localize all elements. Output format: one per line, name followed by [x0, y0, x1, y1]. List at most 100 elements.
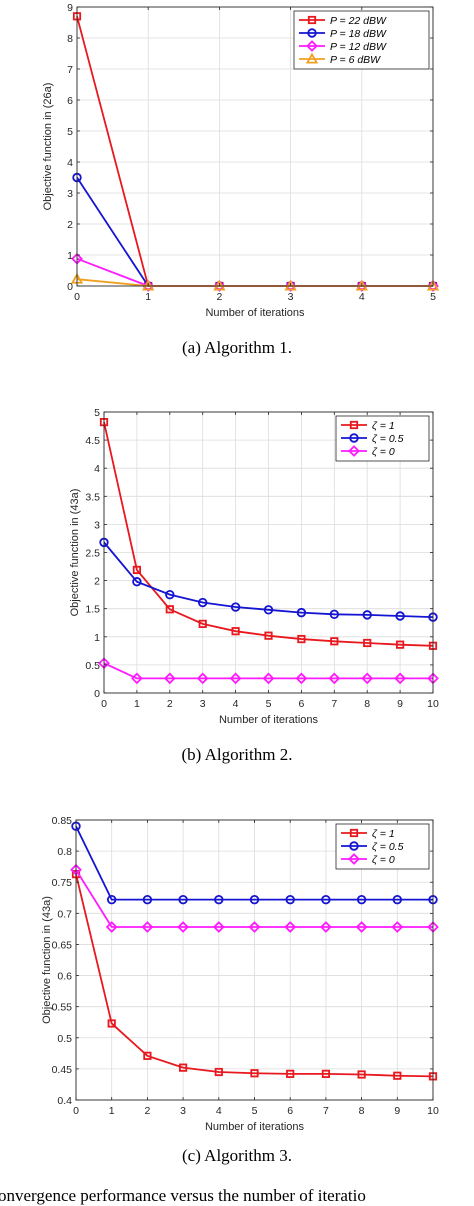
x-tick-label: 9 [397, 698, 403, 710]
y-tick-label: 4 [67, 157, 73, 169]
data-point [142, 279, 155, 291]
data-point [328, 672, 341, 685]
y-tick-label: 6 [67, 95, 73, 107]
legend: ζ = 1ζ = 0.5ζ = 0 [335, 823, 430, 870]
x-tick-label: 10 [427, 698, 439, 710]
legend-label: ζ = 1 [372, 420, 395, 432]
data-point [284, 921, 297, 933]
y-tick-label: 1.5 [85, 604, 100, 616]
series-line [103, 662, 433, 680]
legend-item: ζ = 0 [341, 445, 395, 458]
data-point [250, 1069, 259, 1078]
series-line [75, 873, 434, 1078]
legend-item: ζ = 0.5 [341, 433, 404, 445]
x-tick-label: 7 [331, 698, 337, 710]
legend-item: ζ = 0.5 [341, 841, 404, 853]
x-axis-label: Number of iterations [219, 714, 319, 726]
y-tick-label: 2 [94, 576, 100, 588]
series-line [75, 825, 433, 901]
legend-item: ζ = 1 [341, 828, 395, 840]
data-point [355, 279, 368, 291]
legend-item: P = 12 dBW [299, 40, 387, 53]
y-tick-label: 0 [94, 688, 100, 700]
data-point [263, 605, 274, 615]
y-axis-label: Objective function in (26a) [42, 83, 54, 211]
data-point [230, 602, 241, 612]
x-tick-label: 2 [167, 698, 173, 710]
data-point [214, 1067, 223, 1077]
y-tick-label: 0.75 [52, 877, 73, 889]
data-point [132, 577, 142, 587]
y-axis-label: Objective function in (43a) [41, 896, 53, 1024]
y-tick-label: 7 [67, 64, 73, 76]
caption-algorithm-2: (b) Algorithm 2. [181, 745, 293, 764]
data-point [357, 1070, 366, 1079]
data-point [426, 279, 440, 291]
data-point [285, 894, 295, 905]
y-tick-label: 2 [67, 219, 73, 231]
legend-label: P = 12 dBW [330, 41, 387, 53]
data-point [330, 637, 339, 646]
data-point [427, 280, 439, 292]
data-point [198, 619, 207, 628]
y-tick-label: 0.65 [52, 939, 73, 951]
data-point [106, 894, 117, 905]
data-point [395, 640, 405, 649]
x-tick-label: 3 [180, 1105, 186, 1117]
y-tick-label: 8 [67, 33, 73, 45]
y-tick-label: 0.7 [57, 908, 72, 920]
legend-marker [306, 40, 318, 52]
x-tick-label: 9 [394, 1105, 400, 1117]
legend-marker [348, 853, 360, 865]
x-tick-label: 2 [216, 291, 222, 303]
data-point [142, 280, 155, 292]
y-tick-label: 0.55 [52, 1002, 73, 1014]
y-tick-label: 0.6 [57, 971, 72, 983]
series-line [76, 177, 433, 287]
y-tick-label: 3 [67, 188, 73, 200]
x-tick-label: 4 [359, 291, 365, 303]
x-tick-label: 8 [364, 698, 370, 710]
x-tick-label: 5 [430, 291, 436, 303]
y-tick-label: 0 [67, 281, 73, 293]
data-point [284, 279, 297, 291]
legend: ζ = 1ζ = 0.5ζ = 0 [335, 415, 430, 462]
y-tick-label: 3.5 [85, 491, 100, 503]
x-axis-label: Number of iterations [205, 1121, 305, 1133]
caption-algorithm-3: (c) Algorithm 3. [181, 1146, 292, 1165]
chart-algorithm-1: 0 1 2 3 4 5 0 1 2 3 4 5 6 7 8 9 Number of iterations Obje… [42, 2, 440, 319]
x-tick-label: 7 [323, 1105, 329, 1117]
y-tick-label: 0.5 [85, 660, 100, 672]
y-tick-label: 4 [94, 463, 100, 475]
x-tick-label: 8 [359, 1105, 365, 1117]
data-point [262, 672, 275, 685]
series-1 [72, 172, 438, 291]
legend-label: P = 6 dBW [330, 54, 381, 66]
legend-label: P = 22 dBW [330, 15, 387, 27]
data-point [295, 672, 308, 685]
data-point [214, 894, 224, 905]
series-2 [70, 863, 439, 933]
data-point [131, 672, 143, 685]
data-point [321, 1069, 331, 1078]
legend-item: ζ = 0 [341, 853, 395, 866]
series-0 [71, 870, 438, 1081]
x-tick-label: 6 [298, 698, 304, 710]
legend-marker [307, 15, 317, 25]
legend-label: ζ = 0 [372, 446, 395, 458]
x-tick-label: 5 [266, 698, 272, 710]
data-point [165, 589, 175, 600]
y-tick-label: 3 [94, 519, 100, 531]
plot-area [76, 6, 434, 287]
y-tick-label: 1 [94, 632, 100, 644]
data-point [107, 1019, 116, 1028]
data-point [286, 1069, 295, 1078]
y-tick-label: 5 [94, 407, 100, 419]
y-tick-label: 0.4 [57, 1095, 72, 1107]
legend-marker [349, 841, 359, 851]
data-point [355, 921, 368, 933]
y-tick-label: 4.5 [85, 435, 100, 447]
series-line [103, 541, 434, 619]
